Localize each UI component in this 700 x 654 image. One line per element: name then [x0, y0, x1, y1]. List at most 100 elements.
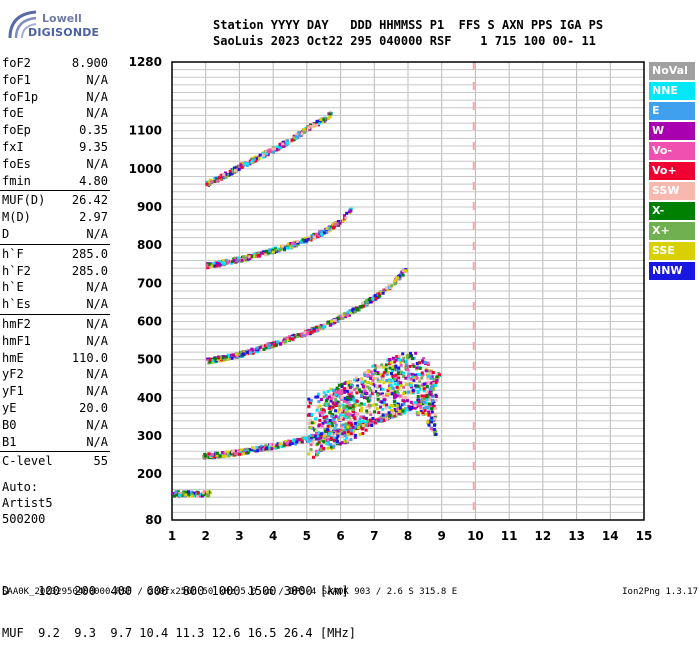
echo-point: [365, 391, 369, 395]
echo-point: [333, 426, 337, 430]
echo-point: [397, 409, 401, 413]
echo-point: [382, 418, 386, 422]
echo-point: [286, 246, 290, 250]
auto-scaling-info: Auto: Artist5 500200: [2, 479, 53, 527]
echo-point: [319, 230, 323, 234]
echo-point: [276, 445, 280, 449]
echo-point: [259, 444, 263, 448]
echo-point: [410, 372, 414, 376]
echo-point: [318, 325, 322, 329]
echo-point: [261, 250, 265, 254]
echo-point: [386, 358, 390, 362]
echo-point: [431, 385, 435, 389]
echo-point: [391, 386, 395, 390]
echo-point: [412, 356, 416, 360]
param-row: foEs N/A: [0, 156, 110, 173]
echo-point: [276, 340, 280, 344]
echo-point: [348, 418, 352, 422]
echo-point: [320, 435, 324, 439]
echo-point: [285, 141, 289, 145]
y-tick-label: 600: [137, 315, 162, 329]
echo-point: [307, 126, 311, 130]
echo-point: [270, 447, 274, 451]
echo-point: [353, 427, 357, 431]
echo-point: [312, 235, 316, 239]
echo-point: [174, 490, 178, 494]
echo-point: [208, 360, 212, 364]
echo-point: [317, 437, 321, 441]
echo-point: [208, 265, 212, 269]
echo-point: [391, 374, 395, 378]
echo-point: [404, 269, 408, 273]
echo-point: [395, 412, 399, 416]
echo-point: [312, 329, 316, 333]
echo-point: [305, 437, 309, 441]
param-label: B0: [2, 417, 17, 432]
echo-point: [241, 450, 245, 454]
echo-point: [240, 165, 244, 169]
echo-point: [396, 391, 400, 395]
echo-point: [370, 424, 374, 428]
echo-point: [328, 411, 332, 415]
echo-point: [422, 406, 426, 410]
echo-point: [334, 404, 338, 408]
echo-point: [290, 138, 294, 142]
echo-point: [261, 152, 265, 156]
param-label: h`Es: [2, 297, 31, 312]
x-tick-label: 1: [168, 529, 176, 543]
echo-point: [322, 229, 326, 233]
echo-point: [391, 404, 395, 408]
echo-point: [315, 120, 319, 124]
x-tick-label: 3: [235, 529, 243, 543]
echo-point: [181, 491, 185, 495]
echo-point: [331, 322, 335, 326]
echo-point: [237, 168, 241, 172]
echo-point: [395, 385, 399, 389]
echo-point: [206, 493, 210, 497]
echo-point: [398, 406, 402, 410]
echo-point: [371, 297, 375, 301]
echo-point: [208, 358, 212, 362]
echo-point: [339, 409, 343, 413]
echo-point: [381, 387, 385, 391]
echo-point: [332, 388, 336, 392]
polarization-legend: NoVal NNE E W Vo- Vo+ SSW X- X+ SSE NNW: [649, 62, 695, 282]
echo-point: [331, 395, 335, 399]
echo-point: [257, 157, 261, 161]
plot-frame: [171, 61, 645, 521]
echo-point: [307, 440, 311, 444]
echo-point: [365, 404, 369, 408]
echo-point: [187, 490, 191, 494]
echo-point: [325, 415, 329, 419]
echo-point: [366, 419, 370, 423]
echo-point: [317, 400, 321, 404]
echo-point: [341, 316, 345, 320]
echo-point: [430, 418, 434, 422]
echo-point: [341, 417, 345, 421]
echo-point: [213, 357, 217, 361]
echo-point: [417, 400, 421, 404]
echo-point: [291, 241, 295, 245]
echo-point: [176, 490, 180, 494]
echo-point: [397, 411, 401, 415]
echo-point: [329, 387, 333, 391]
echo-point: [395, 354, 399, 358]
echo-point: [388, 380, 392, 384]
echo-point: [228, 169, 232, 173]
echo-point: [425, 384, 429, 388]
echo-point: [429, 381, 433, 385]
echo-point: [275, 444, 279, 448]
param-value: N/A: [86, 333, 108, 348]
echo-point: [268, 443, 272, 447]
echo-point: [337, 404, 341, 408]
echo-point: [412, 364, 416, 368]
echo-point: [285, 336, 289, 340]
echo-point: [296, 438, 300, 442]
echo-point: [384, 288, 388, 292]
echo-point: [293, 442, 297, 446]
echo-point: [369, 374, 373, 378]
echo-point: [343, 382, 347, 386]
echo-point: [232, 259, 236, 263]
echo-point: [329, 436, 333, 440]
x-tick-label: 5: [303, 529, 311, 543]
